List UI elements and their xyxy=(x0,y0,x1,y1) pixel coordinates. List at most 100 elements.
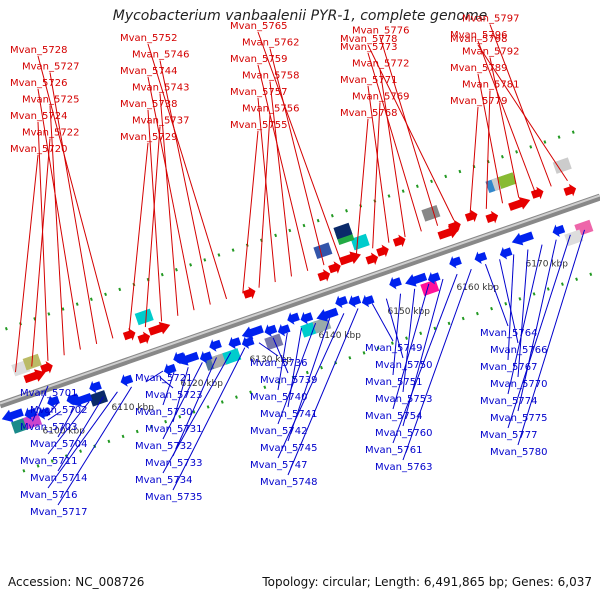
reverse-gene-leader xyxy=(47,391,118,489)
feature-box xyxy=(313,242,333,260)
reverse-gene-label: Mvan_5735 xyxy=(145,492,202,503)
forward-gene-label: Mvan_5744 xyxy=(120,66,177,77)
reverse-gene-arrow xyxy=(300,311,314,325)
reverse-gene-label: Mvan_5754 xyxy=(365,411,422,422)
reverse-gene-label: Mvan_5740 xyxy=(250,392,307,403)
forward-gene-label: Mvan_5746 xyxy=(132,50,189,61)
reverse-gene-arrow xyxy=(335,295,348,309)
reverse-gene-arrow xyxy=(89,380,102,394)
reverse-gene-label: Mvan_5717 xyxy=(30,507,87,518)
forward-gene-label: Mvan_5725 xyxy=(22,95,79,106)
forward-gene-leader xyxy=(242,130,259,294)
reverse-gene-leader xyxy=(47,411,62,421)
forward-gene-leader xyxy=(269,81,292,277)
forward-gene-arrow xyxy=(122,328,136,341)
reverse-gene-leader xyxy=(517,239,557,412)
forward-gene-leader xyxy=(477,40,536,193)
reverse-gene-arrow xyxy=(427,271,441,285)
kbp-tick-label: 6120 kbp xyxy=(181,379,224,389)
forward-gene-label: Mvan_5743 xyxy=(132,83,189,94)
reverse-gene-arrow xyxy=(316,307,339,322)
reverse-gene-arrow xyxy=(449,256,462,269)
kbp-tick-label: 6100 kbp xyxy=(43,427,86,437)
reverse-gene-arrow xyxy=(552,224,566,237)
forward-gene-label: Mvan_5789 xyxy=(450,63,507,74)
reverse-gene-label: Mvan_5701 xyxy=(20,388,77,399)
guide-line xyxy=(22,269,600,473)
reverse-gene-leader xyxy=(47,401,90,455)
forward-gene-leader xyxy=(477,44,568,182)
forward-gene-arrow xyxy=(485,210,499,224)
forward-gene-label: Mvan_5755 xyxy=(230,120,287,131)
forward-gene-label: Mvan_5757 xyxy=(230,87,287,98)
forward-gene-arrow xyxy=(508,197,531,211)
label-leader-lines xyxy=(14,24,585,506)
reverse-gene-label: Mvan_5761 xyxy=(365,445,422,456)
forward-gene-leader xyxy=(128,142,149,333)
forward-gene-label: Mvan_5773 xyxy=(340,42,397,53)
reverse-gene-leader xyxy=(172,347,246,491)
reverse-gene-arrow xyxy=(70,393,93,407)
reverse-gene-label: Mvan_5750 xyxy=(375,360,432,371)
reverse-gene-label: Mvan_5780 xyxy=(490,447,547,458)
reverse-gene-label: Mvan_5702 xyxy=(30,405,87,416)
reverse-gene-leader xyxy=(392,283,430,410)
forward-gene-label: Mvan_5729 xyxy=(120,132,177,143)
forward-gene-label: Mvan_5765 xyxy=(230,21,287,32)
reverse-gene-leader xyxy=(57,406,76,438)
forward-gene-label: Mvan_5772 xyxy=(352,59,409,70)
reverse-gene-leader xyxy=(172,357,217,457)
forward-gene-arrow xyxy=(137,331,151,345)
reverse-gene-arrow xyxy=(405,272,428,287)
reverse-gene-arrow xyxy=(277,323,291,337)
forward-gene-arrow xyxy=(464,209,478,223)
forward-gene-leader xyxy=(379,69,406,238)
feature-boxes xyxy=(10,157,594,434)
reverse-gene-arrow xyxy=(120,374,134,387)
forward-gene-leader xyxy=(257,97,276,283)
forward-gene-label: Mvan_5738 xyxy=(120,99,177,110)
forward-gene-leader xyxy=(477,73,504,204)
reverse-gene-leader xyxy=(517,229,585,446)
forward-gene-leader xyxy=(147,76,195,311)
reverse-gene-label: Mvan_5745 xyxy=(260,443,317,454)
feature-box xyxy=(497,172,517,189)
reverse-gene-label: Mvan_5748 xyxy=(260,477,317,488)
reverse-gene-arrow xyxy=(228,336,242,350)
reverse-gene-leader xyxy=(385,298,404,359)
reverse-gene-leader xyxy=(287,308,359,476)
reverse-gene-label: Mvan_5774 xyxy=(480,396,537,407)
reverse-gene-arrow xyxy=(1,408,24,423)
reverse-gene-arrow xyxy=(241,325,264,339)
forward-gene-label: Mvan_5781 xyxy=(462,80,519,91)
forward-gene-label: Mvan_5759 xyxy=(230,54,287,65)
forward-gene-arrow xyxy=(242,286,256,300)
forward-gene-label: Mvan_5722 xyxy=(22,128,79,139)
reverse-gene-leader xyxy=(162,372,175,406)
reverse-gene-label: Mvan_5741 xyxy=(260,409,317,420)
forward-gene-leader xyxy=(367,44,455,221)
reverse-gene-arrow xyxy=(37,407,51,420)
feature-box xyxy=(421,204,441,222)
feature-box xyxy=(552,157,572,174)
reverse-gene-label: Mvan_5714 xyxy=(30,473,87,484)
forward-gene-label: Mvan_5798 xyxy=(450,34,507,45)
forward-gene-leader xyxy=(147,43,228,300)
forward-gene-leader xyxy=(49,105,65,356)
forward-gene-leader xyxy=(367,85,390,243)
forward-gene-label: Mvan_5720 xyxy=(10,144,67,155)
reverse-gene-leader xyxy=(507,244,543,395)
kbp-tick-label: 6110 kbp xyxy=(112,403,155,413)
forward-gene-arrow xyxy=(23,369,46,384)
reverse-gene-leader xyxy=(162,352,232,474)
feature-box xyxy=(222,348,242,365)
forward-gene-label: Mvan_5727 xyxy=(22,62,79,73)
reverse-gene-label: Mvan_5732 xyxy=(135,441,192,452)
reverse-gene-label: Mvan_5733 xyxy=(145,458,202,469)
reverse-gene-arrow xyxy=(511,231,534,246)
reverse-gene-label: Mvan_5766 xyxy=(490,345,547,356)
forward-gene-label: Mvan_5771 xyxy=(340,75,397,86)
forward-gene-label: Mvan_5768 xyxy=(340,108,397,119)
reverse-gene-label: Mvan_5739 xyxy=(260,375,317,386)
reverse-gene-leader xyxy=(402,268,472,461)
